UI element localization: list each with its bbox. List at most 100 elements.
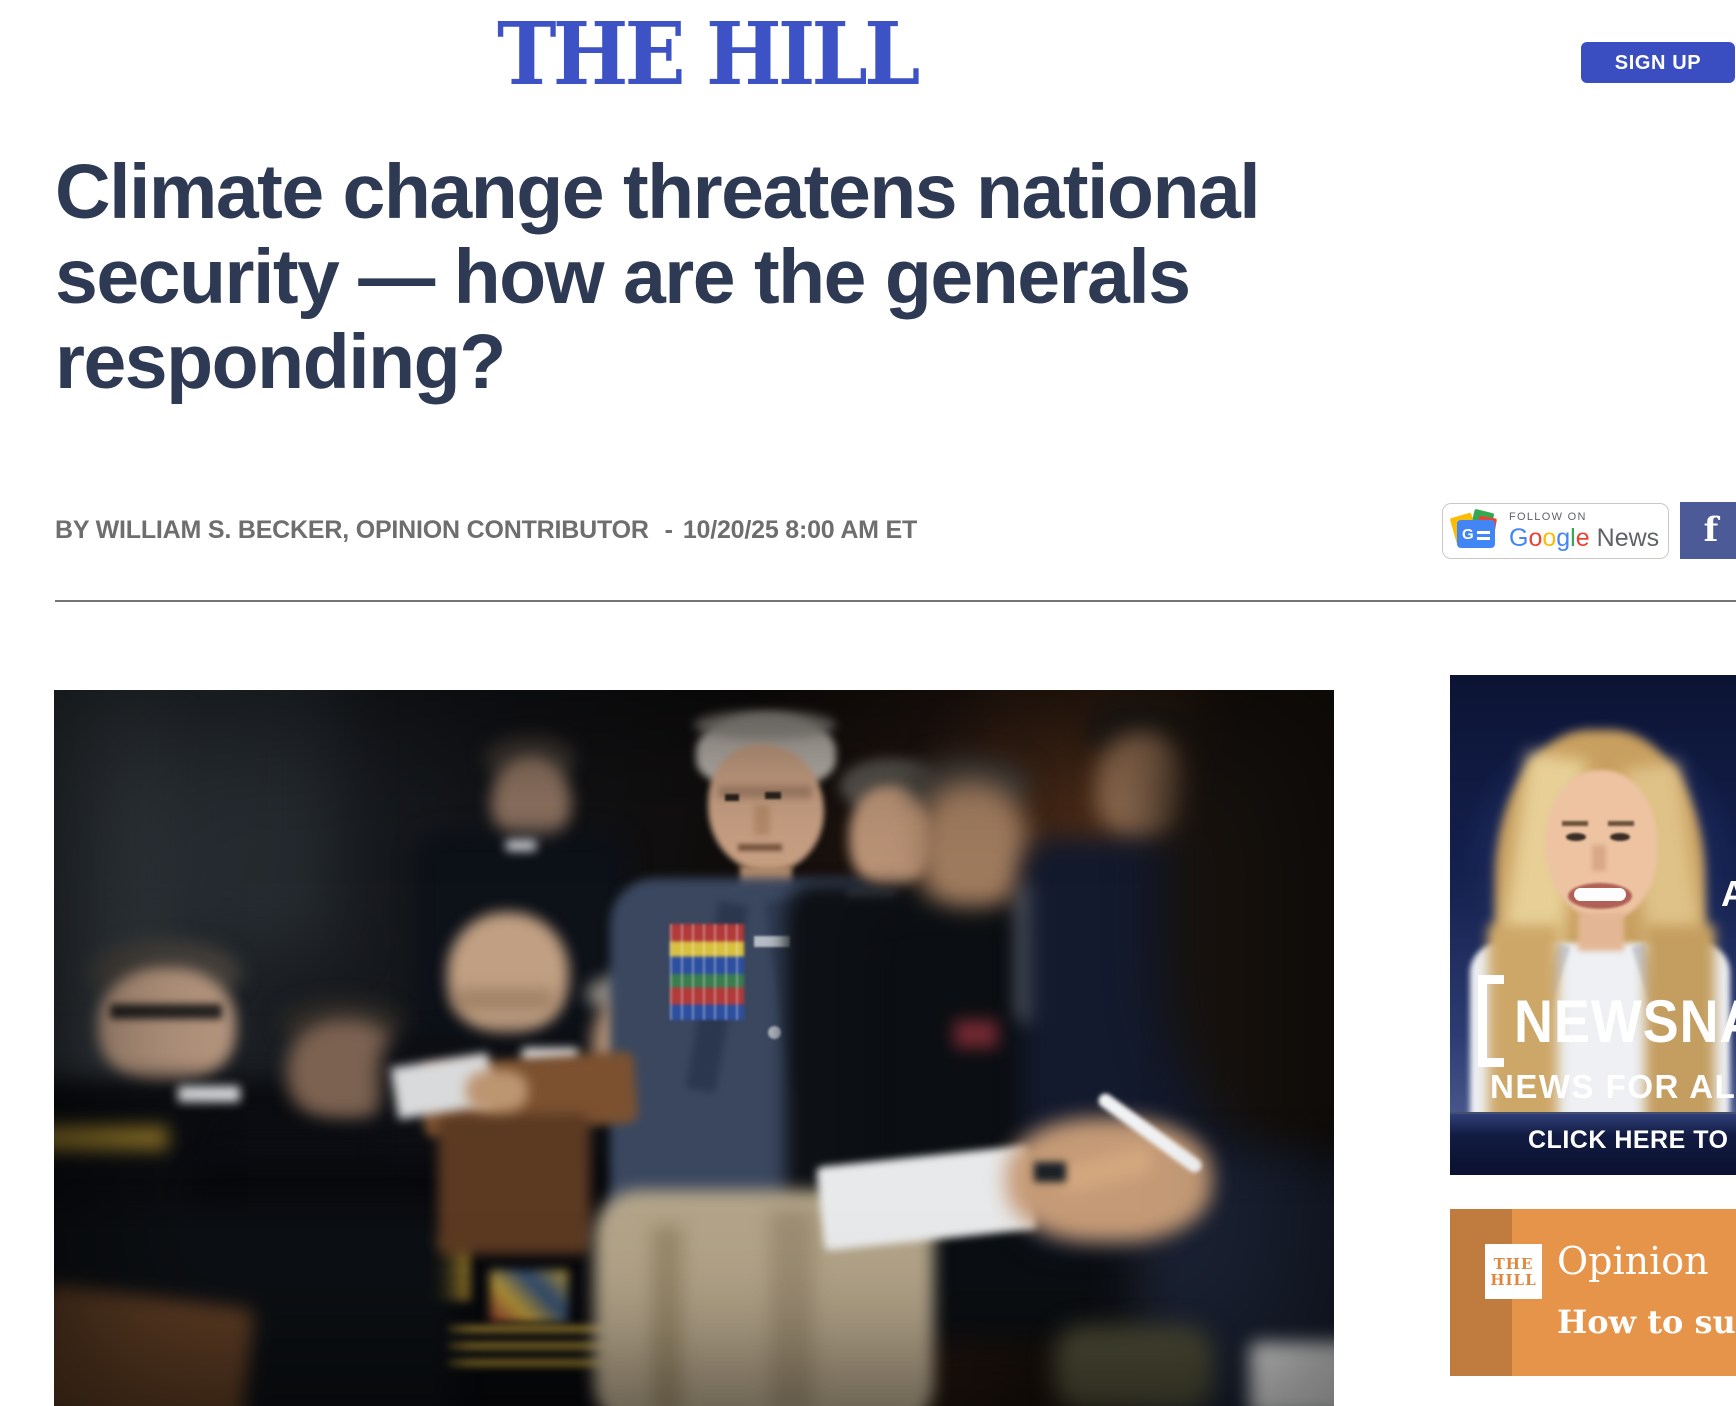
sign-up-button[interactable]: SIGN UP [1581,42,1735,83]
byline-separator: - [664,516,673,544]
hero-shape [54,690,334,950]
ad-shape [1574,888,1626,901]
hero-shape [586,972,698,1016]
google-news-icon-line [1477,537,1490,540]
hero-shape [287,1020,403,1124]
news-suffix: News [1596,523,1660,552]
hero-shape [454,990,554,1010]
hero-shape [72,690,164,1120]
hero-shape [764,898,822,1092]
hero-shape [954,1020,998,1048]
hero-shape [482,1118,544,1166]
hero-shape [1134,1160,1334,1406]
sidebar-ad-newsnation[interactable]: A NEWSNATION NEWS FOR ALL CLICK HERE TO … [1450,675,1736,1175]
sidebar-ad-opinion[interactable]: THE HILL Opinion How to submit [1450,1209,1736,1376]
hero-shape [751,898,766,950]
hero-image-generals [54,690,1334,1406]
google-news-icon-g: G [1462,526,1474,543]
hero-shape [491,756,571,850]
white-pen [1095,1090,1205,1176]
hero-shape [1056,1018,1104,1140]
hero-shape [592,990,698,1102]
general-ribbon-rack [670,924,744,1020]
hero-shape [54,1126,168,1150]
hero-shape [218,1122,484,1406]
hero-shape [765,792,781,799]
google-news-icon-front: G [1457,520,1495,548]
hero-shape [916,782,1028,916]
google-letter: e [1575,523,1590,552]
section-divider [55,600,1736,602]
hero-shape [847,892,897,912]
hero-shape [1162,690,1334,1170]
hero-shape [1018,882,1170,1024]
google-letter: o [1542,523,1557,552]
hero-shape [178,1086,240,1102]
facebook-share-button[interactable]: f [1680,502,1736,559]
byline-author-link[interactable]: BY WILLIAM S. BECKER, OPINION CONTRIBUTO… [55,516,649,544]
logo-line: THE [1493,1254,1534,1273]
opinion-section-label: Opinion [1557,1239,1709,1283]
ad-shape [1562,821,1588,826]
ad-shape [1610,833,1630,841]
hero-shape [90,940,242,1006]
hero-shape [390,1052,496,1120]
hero-shape [770,1210,814,1406]
hero-shape [786,884,1014,1304]
hero-shape [754,936,790,947]
google-letter: l [1570,523,1576,552]
hero-shape [849,786,933,890]
general-hair [696,714,836,788]
wooden-chair-arm [419,1050,639,1138]
general-face [708,744,824,872]
newsnation-logo-text: NEWSNATION [1514,987,1736,1055]
hero-shape [1096,732,1188,844]
hero-shape [416,832,628,1062]
hero-shape [652,1226,682,1406]
khaki-trousers [594,1190,934,1406]
headline-line: responding? [55,319,506,405]
google-letter: o [1528,523,1543,552]
hero-shape [522,1048,578,1066]
hero-shape [730,888,786,926]
hero-shape [685,900,749,1094]
hero-shape [740,866,792,900]
hands [1006,1118,1212,1242]
ad-cta-bar [1450,1112,1736,1175]
opinion-promo-headline[interactable]: How to submit [1557,1303,1736,1341]
hero-shape [110,1004,222,1019]
hero-shape [98,968,236,1086]
byline: BY WILLIAM S. BECKER, OPINION CONTRIBUTO… [55,516,917,545]
ad-shape [1592,845,1606,871]
hero-shape [194,1160,714,1406]
ad-shape [1645,925,1715,1145]
hero-shape [630,1106,682,1122]
byline-datetime: 10/20/25 8:00 AM ET [682,516,918,544]
hero-shape [540,1098,788,1406]
hero-shape [754,805,770,835]
hero-shape [1034,1162,1066,1182]
hero-shape [280,998,404,1050]
hero-shape [1056,1144,1156,1196]
ad-cta-text[interactable]: CLICK HERE TO FIND [1528,1126,1736,1154]
google-letter: G [1509,523,1529,552]
follow-on-label: FOLLOW ON [1509,510,1587,523]
hero-shape [870,912,1138,1342]
the-hill-logo-tile: THE HILL [1485,1244,1542,1299]
hero-shape [1054,1326,1214,1406]
site-logo[interactable]: THE HILL [497,4,920,105]
hero-shape [1250,1342,1334,1406]
hero-shape [438,1114,590,1254]
follow-google-news-button[interactable]: G FOLLOW ON Google News [1442,503,1669,559]
general-uniform [610,878,918,1406]
hero-shape [54,1078,354,1406]
hero-shape [908,756,1032,814]
hero-shape [506,840,536,851]
hero-shape [447,912,569,1038]
hero-shape [54,1283,256,1406]
ad-shape [1608,821,1634,826]
headline-line: security — how are the generals [55,234,1191,320]
hero-shape [1022,838,1312,1248]
hero-shape [490,1270,568,1326]
headline-line: Climate change threatens national [55,149,1261,235]
